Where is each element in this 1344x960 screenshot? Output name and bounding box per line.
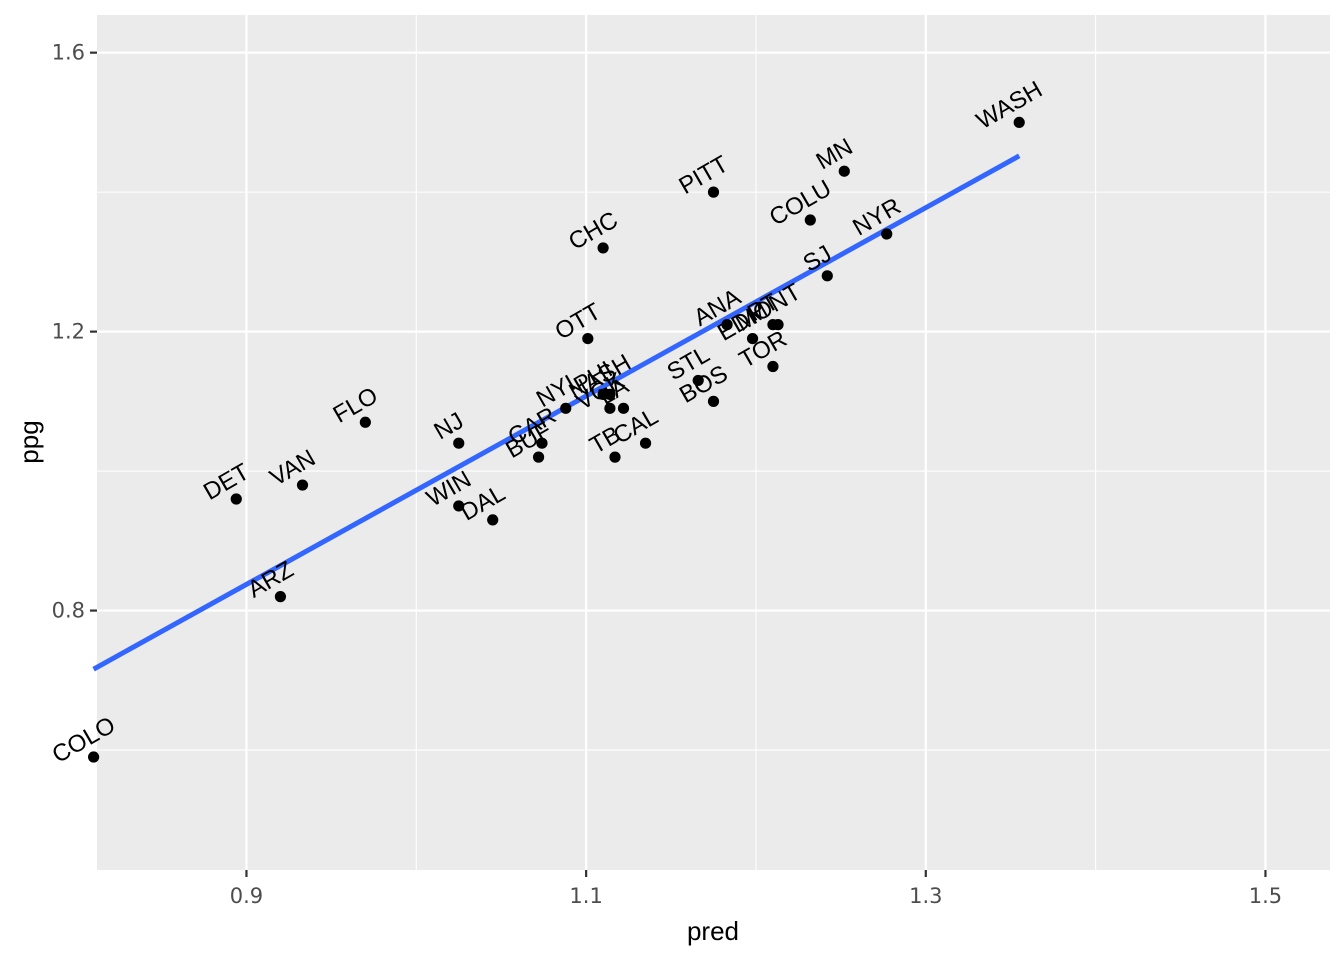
data-point <box>560 402 572 414</box>
data-point <box>746 332 759 345</box>
data-point <box>804 214 816 226</box>
data-point <box>604 388 616 400</box>
data-point <box>721 319 733 331</box>
y-axis-title: ppg <box>14 420 44 463</box>
data-point <box>536 437 548 449</box>
data-point <box>532 451 545 463</box>
x-tick-label: 1.5 <box>1249 884 1282 908</box>
x-axis: 0.9 1.1 1.3 1.5 <box>230 870 1282 908</box>
data-point <box>453 500 465 512</box>
data-point <box>639 437 652 449</box>
data-point <box>617 402 630 414</box>
y-tick-label: 1.6 <box>52 41 85 65</box>
data-point <box>88 751 100 763</box>
data-point <box>838 165 850 177</box>
x-axis-title: pred <box>687 916 739 946</box>
data-point <box>707 395 720 407</box>
y-axis: 0.8 1.2 1.6 <box>52 41 97 623</box>
data-point <box>692 374 704 387</box>
data-point <box>453 437 465 449</box>
data-point <box>767 360 779 373</box>
plot-panel <box>97 15 1330 870</box>
x-tick-label: 1.1 <box>569 884 602 908</box>
x-tick-label: 1.3 <box>909 884 942 908</box>
y-tick-label: 1.2 <box>52 320 85 344</box>
points-layer <box>88 116 1025 763</box>
data-point <box>604 402 616 414</box>
x-tick-label: 0.9 <box>230 884 263 908</box>
regression-line <box>92 153 1021 672</box>
data-point <box>881 228 893 240</box>
data-point <box>487 514 499 526</box>
data-point <box>707 186 720 198</box>
data-point <box>772 319 784 331</box>
y-tick-label: 0.8 <box>52 599 85 623</box>
data-point <box>582 332 594 345</box>
data-point <box>359 416 371 428</box>
data-point <box>597 242 609 254</box>
data-point <box>821 270 833 282</box>
grid-major <box>97 15 1330 870</box>
data-point <box>230 493 242 505</box>
fit-line-layer <box>92 153 1021 672</box>
data-point <box>296 479 309 491</box>
data-point <box>1013 116 1025 128</box>
data-point <box>609 451 621 463</box>
data-point <box>274 591 287 603</box>
